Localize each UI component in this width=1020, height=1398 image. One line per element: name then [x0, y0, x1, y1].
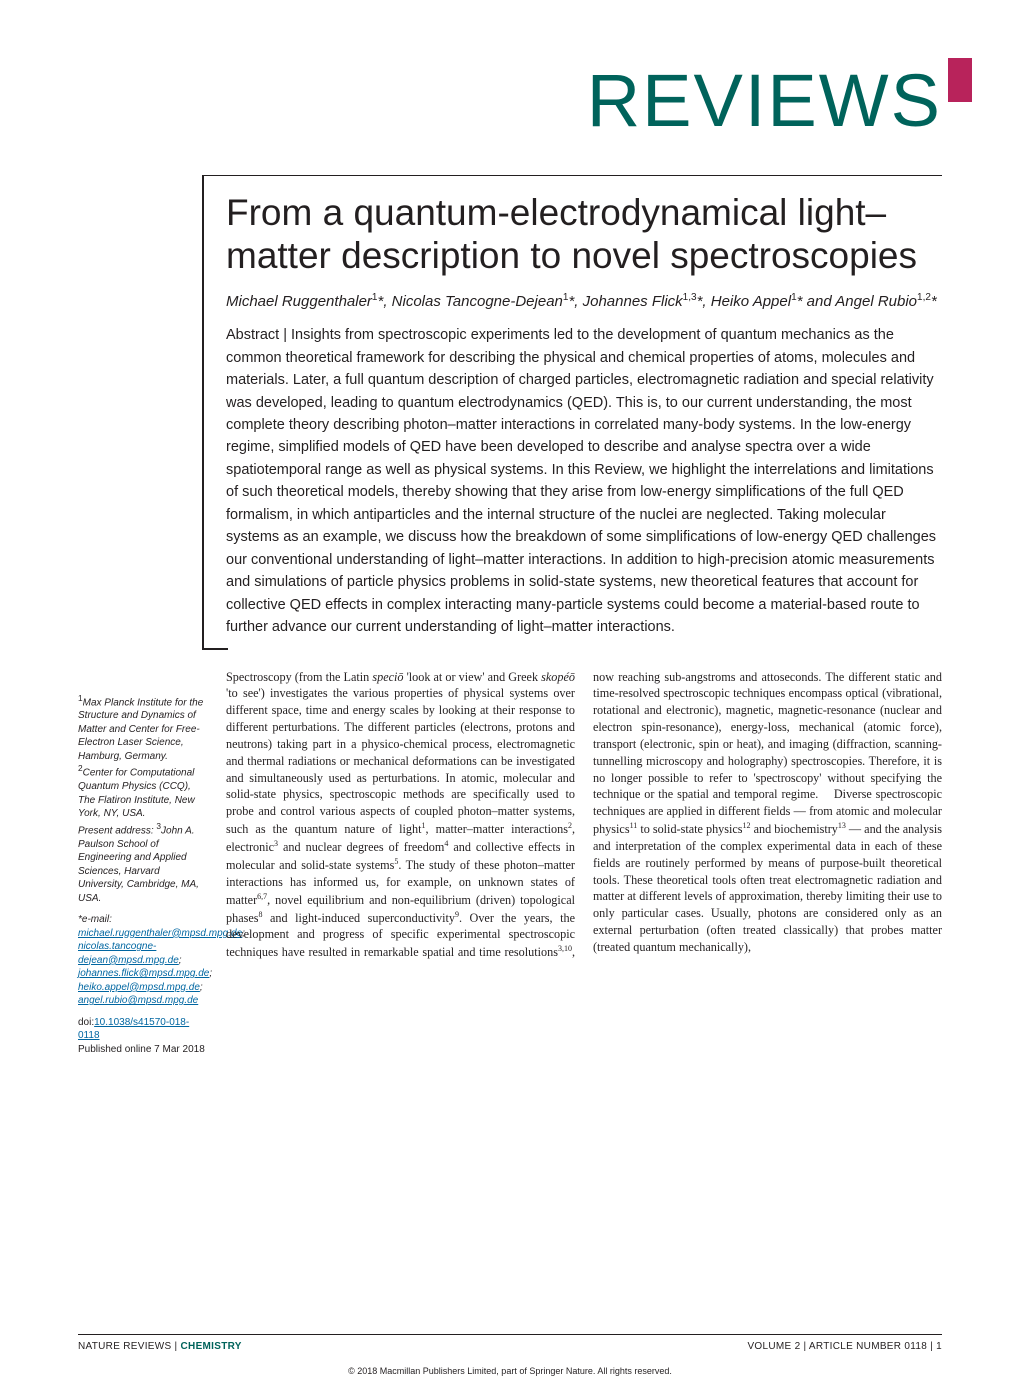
footer-right: VOLUME 2 | ARTICLE NUMBER 0118 | 1: [747, 1341, 942, 1352]
affiliation-present: Present address: 3John A. Paulson School…: [78, 821, 208, 905]
footer-nature-reviews: NATURE REVIEWS |: [78, 1341, 181, 1352]
email-link-1[interactable]: michael.ruggenthaler@mpsd.mpg.de: [78, 928, 242, 939]
footer-left: NATURE REVIEWS | CHEMISTRY: [78, 1341, 242, 1352]
author-list: Michael Ruggenthaler1*, Nicolas Tancogne…: [226, 291, 942, 312]
copyright-line: © 2018 Macmillan Publishers Limited, par…: [0, 1366, 1020, 1376]
footer-journal: CHEMISTRY: [181, 1341, 242, 1352]
email-link-3[interactable]: johannes.flick@mpsd.mpg.de: [78, 968, 209, 979]
email-link-2[interactable]: nicolas.tancogne-dejean@mpsd.mpg.de: [78, 941, 179, 966]
affiliation-1: 1Max Planck Institute for the Structure …: [78, 693, 208, 764]
page-footer: NATURE REVIEWS | CHEMISTRY VOLUME 2 | AR…: [78, 1334, 942, 1352]
email-label: *e-mail:: [78, 914, 112, 925]
affiliation-2: 2Center for Computational Quantum Physic…: [78, 763, 208, 820]
email-link-4[interactable]: heiko.appel@mpsd.mpg.de: [78, 982, 200, 993]
body-area: 1Max Planck Institute for the Structure …: [78, 669, 942, 1056]
affiliations-sidebar: 1Max Planck Institute for the Structure …: [78, 669, 208, 1056]
doi-label: doi:: [78, 1017, 94, 1028]
corresponding-emails: *e-mail: michael.ruggenthaler@mpsd.mpg.d…: [78, 913, 208, 1008]
body-text-columns: Spectroscopy (from the Latin speciō 'loo…: [226, 669, 942, 1056]
section-heading: REVIEWS: [0, 58, 942, 143]
article-header-box: From a quantum-electrodynamical light–ma…: [226, 175, 942, 649]
doi-block: doi:10.1038/s41570-018-0118 Published on…: [78, 1016, 208, 1057]
journal-color-tab: [948, 58, 972, 102]
doi-link[interactable]: 10.1038/s41570-018-0118: [78, 1017, 189, 1042]
email-link-5[interactable]: angel.rubio@mpsd.mpg.de: [78, 995, 198, 1006]
article-title: From a quantum-electrodynamical light–ma…: [226, 192, 942, 277]
published-date: Published online 7 Mar 2018: [78, 1044, 205, 1055]
body-paragraph: Spectroscopy (from the Latin speciō 'loo…: [226, 669, 942, 961]
abstract: Abstract | Insights from spectroscopic e…: [226, 324, 942, 649]
